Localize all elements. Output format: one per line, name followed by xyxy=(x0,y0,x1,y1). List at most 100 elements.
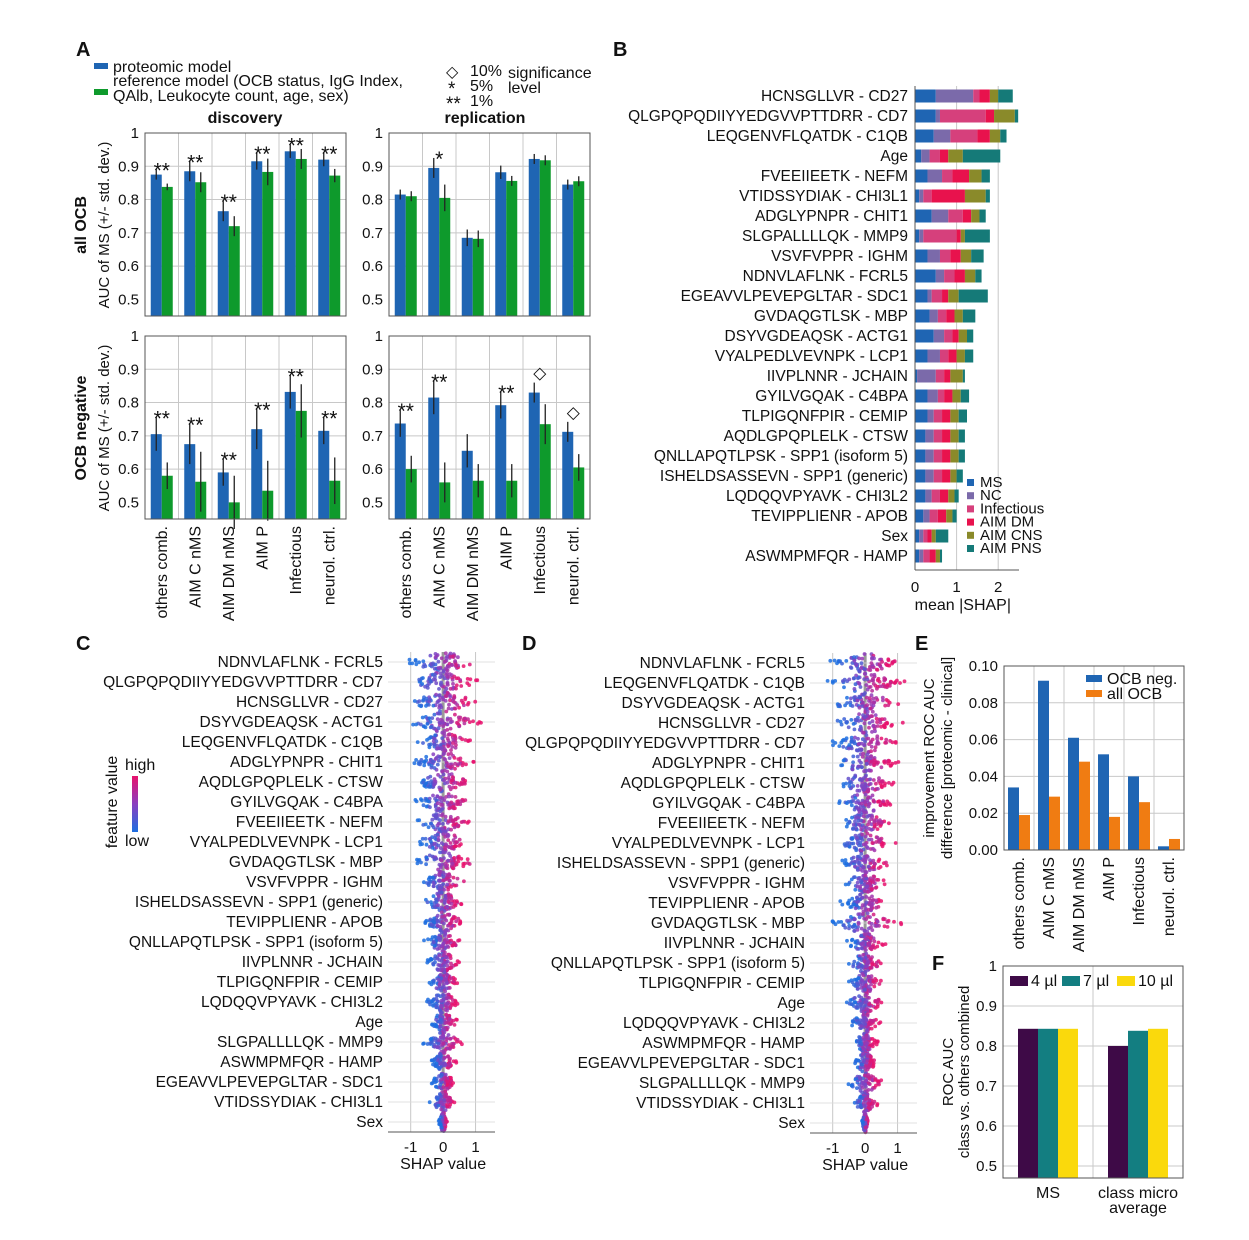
swarm-point xyxy=(436,1041,441,1046)
swarm-point xyxy=(861,1115,866,1120)
ytick-label: 0.6 xyxy=(362,461,383,478)
swarm-point xyxy=(851,1019,855,1024)
xtick-label: neurol. ctrl. xyxy=(1161,857,1178,936)
stacked-segment-aim-cns xyxy=(950,449,959,463)
swarm-point xyxy=(441,874,446,879)
significance-marker: ** xyxy=(321,408,337,431)
stacked-segment-nc xyxy=(919,529,924,543)
swarm-point xyxy=(893,761,898,765)
stacked-segment-nc xyxy=(919,229,924,243)
swarm-point xyxy=(436,1103,441,1108)
swarm-point xyxy=(865,1058,870,1063)
ytick-label: 0.04 xyxy=(969,768,998,785)
swarm-point xyxy=(417,699,422,703)
swarm-point xyxy=(433,655,438,660)
swarm-point xyxy=(420,798,424,803)
bar-proteomic xyxy=(562,431,574,519)
stacked-segment-aim-dm xyxy=(946,309,955,323)
swarm-point xyxy=(442,690,447,695)
swarm-point xyxy=(863,834,868,839)
swarm-point xyxy=(453,962,458,967)
swarm-point xyxy=(863,1111,867,1116)
swarm-point xyxy=(438,818,442,823)
swarm-point xyxy=(445,882,449,887)
swarm-point xyxy=(451,905,456,909)
stacked-segment-aim-pns xyxy=(952,509,957,523)
swarm-point xyxy=(439,1107,444,1112)
colorbar-gradient xyxy=(132,776,138,832)
swarm-point xyxy=(455,823,460,828)
ytick-label: 0.5 xyxy=(976,1158,997,1175)
stacked-segment-nc xyxy=(933,329,945,343)
swarm-point xyxy=(442,1098,446,1102)
swarm-point xyxy=(459,684,464,688)
swarm-point xyxy=(848,779,853,784)
swarm-point xyxy=(857,854,861,859)
swarm-point xyxy=(434,1024,439,1029)
swarm-point xyxy=(860,1080,865,1085)
colorbar: high low feature value xyxy=(104,756,155,850)
subplot-all-ocb-discovery: 0.5 0.6 0.7 0.8 0.9 1 ** ** ** ** ** ** xyxy=(118,125,347,317)
swarm-point xyxy=(440,812,445,816)
swarm-point xyxy=(841,758,846,763)
swarm-point xyxy=(437,953,442,958)
legend-swatch xyxy=(967,492,974,500)
legend-sig-label-1: significance xyxy=(508,65,592,82)
swarm-point xyxy=(871,846,875,851)
significance-marker: ** xyxy=(431,371,447,394)
swarm-point xyxy=(450,745,455,749)
swarm-row xyxy=(417,671,480,694)
bar-reference xyxy=(295,410,307,519)
swarm-point xyxy=(872,1041,877,1045)
swarm-point xyxy=(870,786,875,791)
swarm-point xyxy=(441,832,446,836)
ytick-label: 0.7 xyxy=(118,428,139,445)
swarm-point xyxy=(883,781,887,786)
bar-ocb-neg- xyxy=(1008,787,1019,850)
swarm-point xyxy=(838,719,843,724)
swarm-point xyxy=(445,834,450,839)
swarm-point xyxy=(461,819,465,824)
swarm-point xyxy=(436,843,441,848)
legend-label: Infectious xyxy=(980,500,1044,517)
stacked-segment-ms xyxy=(915,389,928,403)
ytick-label: 1 xyxy=(131,125,139,142)
swarm-point xyxy=(866,1081,871,1085)
swarm-point xyxy=(430,817,435,822)
xtick-label: average xyxy=(1109,1200,1167,1217)
stacked-segment-aim-pns xyxy=(1014,109,1019,123)
swarm-point xyxy=(443,1007,448,1012)
swarm-point xyxy=(865,687,870,692)
swarm-point xyxy=(442,676,447,681)
xtick-label: AIM P xyxy=(254,526,271,570)
swarm-point xyxy=(429,821,433,826)
stacked-segment-aim-cns xyxy=(971,209,980,223)
swarm-point xyxy=(843,858,848,862)
swarm-point xyxy=(438,846,443,850)
legend-swatch-proteomic xyxy=(94,63,108,69)
swarm-point xyxy=(853,662,858,666)
row-label-all-ocb: all OCB xyxy=(73,196,90,254)
swarm-point xyxy=(851,826,856,831)
swarm-point xyxy=(445,654,449,659)
panel-b-plot: HCNSGLLVR - CD27 QLGPQPQDIIYYEDGVVPTTDRR … xyxy=(628,86,1044,614)
ytick-label: 0.9 xyxy=(118,361,139,378)
stacked-segment-aim-dm xyxy=(948,349,957,363)
swarm-point xyxy=(861,941,865,946)
swarm-point xyxy=(434,986,439,990)
swarm-point xyxy=(847,784,852,788)
swarm-row xyxy=(852,1091,880,1115)
swarm-point xyxy=(885,721,889,726)
swarm-point xyxy=(447,1016,452,1021)
swarm-row xyxy=(411,711,483,734)
swarm-point xyxy=(427,1000,431,1005)
swarm-point xyxy=(432,904,437,909)
swarm-point xyxy=(874,696,879,700)
significance-marker: ** xyxy=(288,365,304,388)
swarm-point xyxy=(864,932,868,937)
swarm-point xyxy=(863,980,868,985)
swarm-point xyxy=(867,881,871,886)
bar-reference xyxy=(329,175,341,316)
stacked-segment-infectious xyxy=(950,129,978,143)
swarm-point xyxy=(867,768,871,772)
